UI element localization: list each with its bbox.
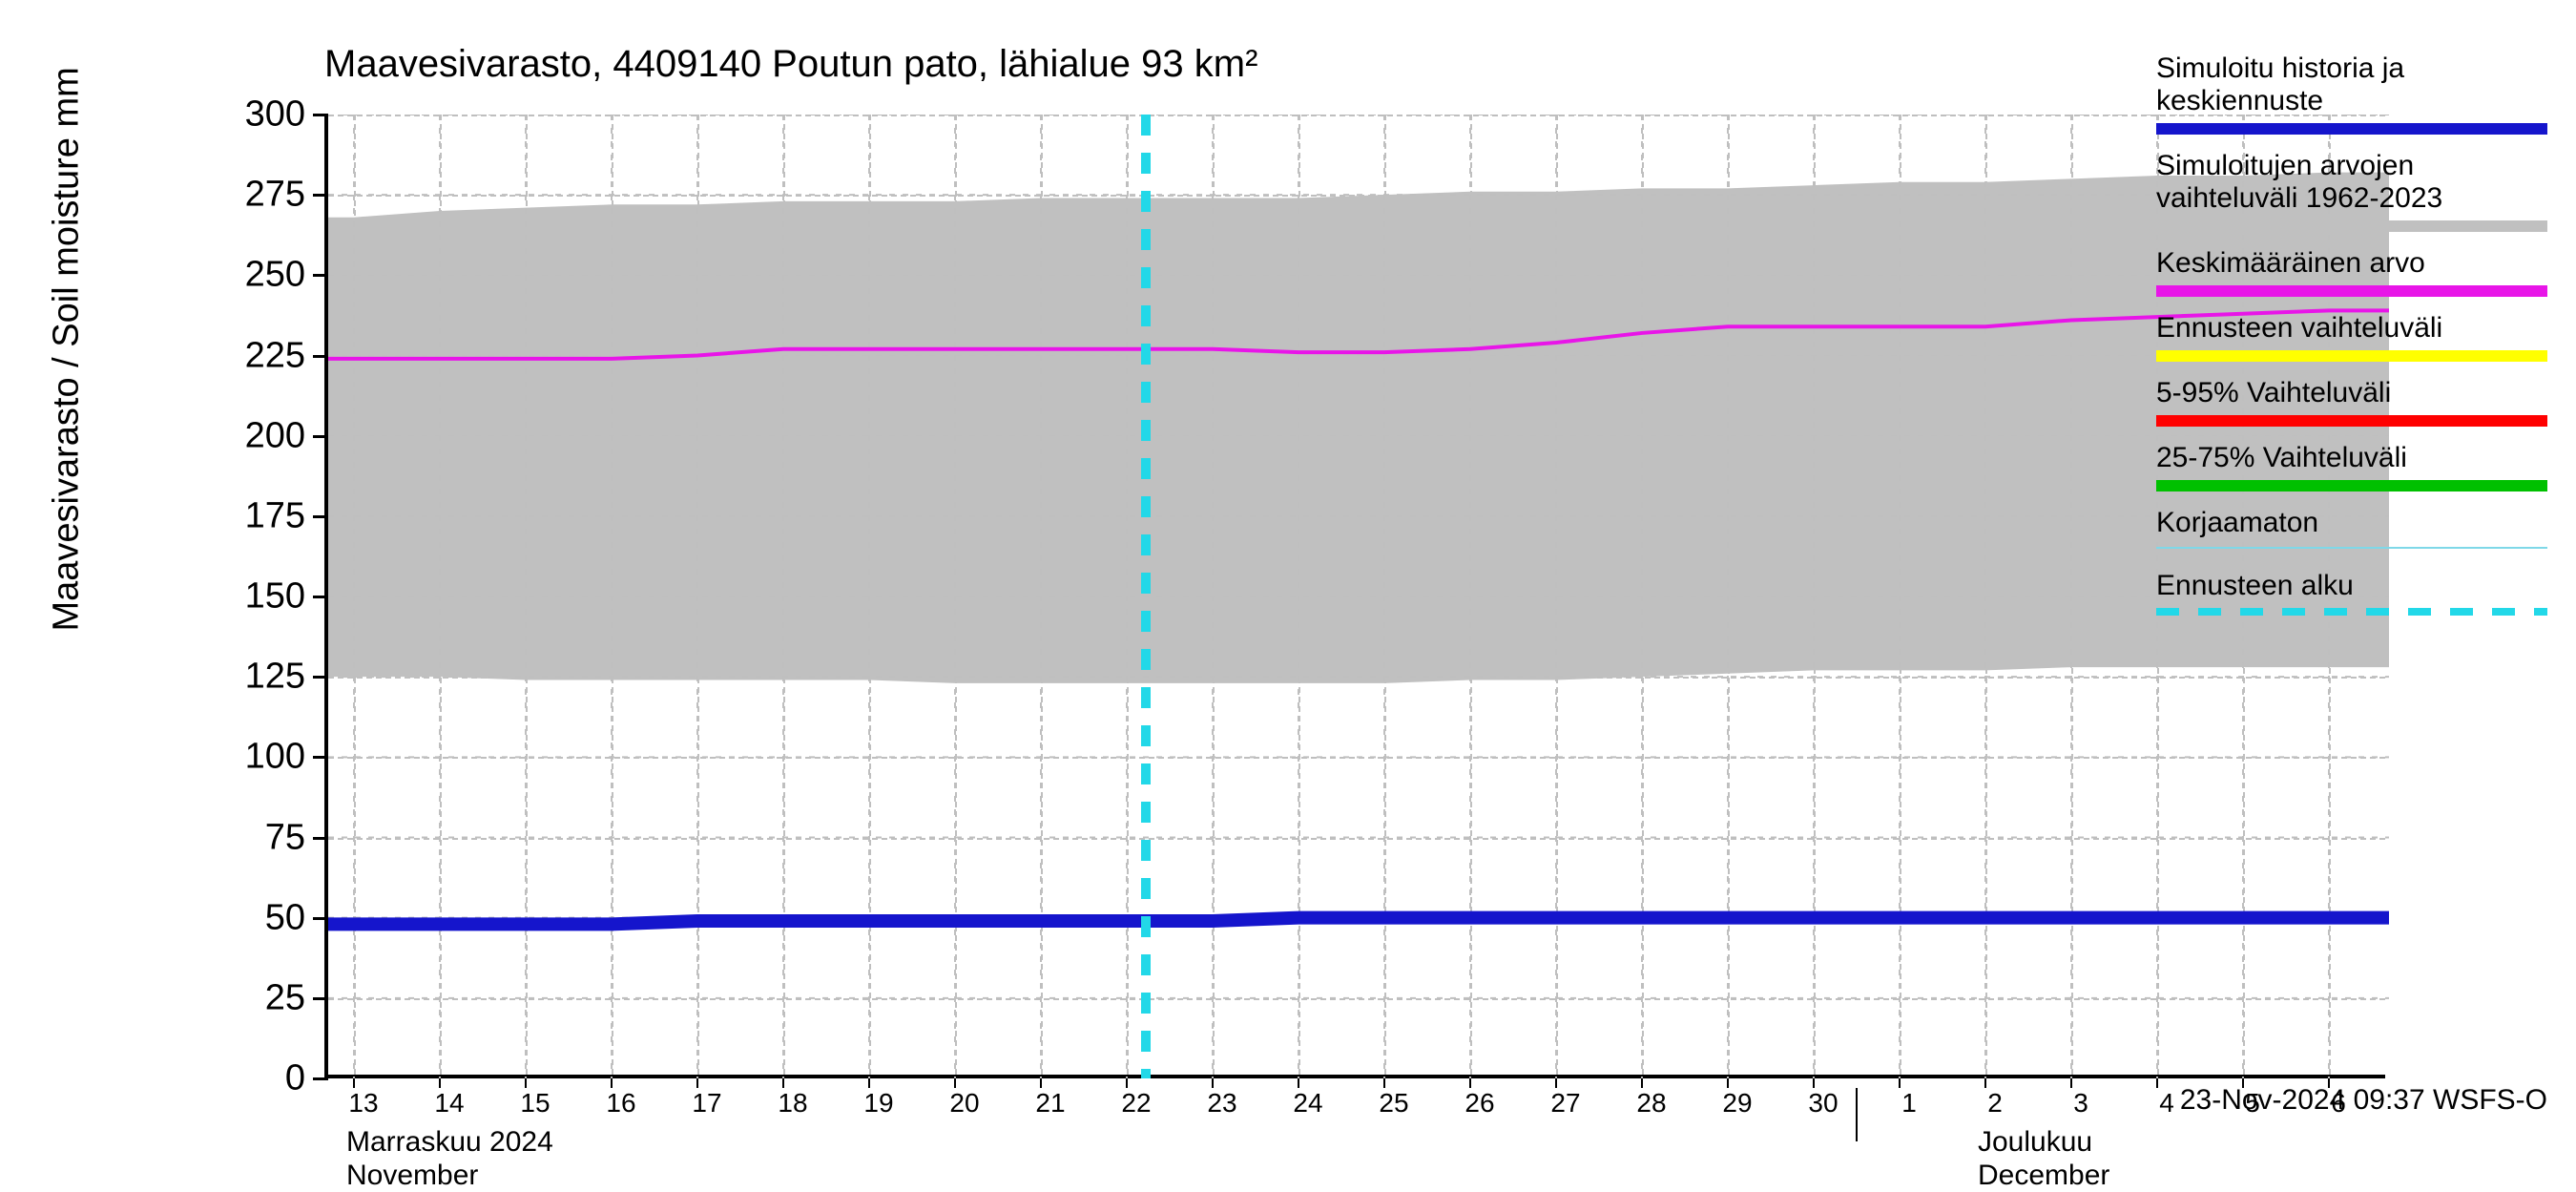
- plot-area: 1314151617181920212223242526272829301234…: [324, 115, 2385, 1078]
- x-tick-label: 30: [1808, 1088, 1838, 1119]
- x-tick-label: 13: [348, 1088, 378, 1119]
- y-tick-label: 0: [191, 1058, 305, 1099]
- x-tick-label: 4: [2159, 1088, 2174, 1119]
- x-tick-label: 20: [949, 1088, 979, 1119]
- y-axis-label: Maavesivarasto / Soil moisture mm: [47, 67, 88, 631]
- y-tick-mark: [313, 756, 328, 759]
- legend-swatch: [2156, 608, 2547, 616]
- legend-label: Simuloitujen arvojen vaihteluväli 1962-2…: [2156, 150, 2557, 215]
- timestamp-label: 23-Nov-2024 09:37 WSFS-O: [2180, 1084, 2547, 1117]
- x-tick-label: 21: [1035, 1088, 1065, 1119]
- x-tick-label: 29: [1722, 1088, 1752, 1119]
- legend-swatch: [2156, 350, 2547, 362]
- y-tick-label: 200: [191, 415, 305, 456]
- y-tick-label: 75: [191, 817, 305, 858]
- legend-label: 5-95% Vaihteluväli: [2156, 377, 2557, 409]
- x-tick-label: 25: [1379, 1088, 1408, 1119]
- y-tick-label: 25: [191, 977, 305, 1018]
- x-tick-label: 16: [606, 1088, 635, 1119]
- y-tick-label: 50: [191, 897, 305, 938]
- y-tick-mark: [313, 997, 328, 1000]
- legend-swatch: [2156, 285, 2547, 297]
- legend-label: Simuloitu historia ja keskiennuste: [2156, 52, 2557, 117]
- y-tick-mark: [313, 355, 328, 358]
- month-label-en: December: [1978, 1160, 2109, 1192]
- y-tick-label: 275: [191, 175, 305, 216]
- x-tick-label: 28: [1636, 1088, 1666, 1119]
- y-tick-mark: [313, 194, 328, 197]
- legend-swatch: [2156, 480, 2547, 491]
- legend-swatch: [2156, 220, 2547, 232]
- x-tick-label: 27: [1550, 1088, 1580, 1119]
- y-tick-mark: [313, 676, 328, 679]
- x-tick-label: 1: [1901, 1088, 1917, 1119]
- month-label-fi: Joulukuu: [1978, 1126, 2092, 1159]
- simulated-line: [328, 918, 2389, 925]
- legend-swatch: [2156, 415, 2547, 427]
- x-tick-label: 23: [1207, 1088, 1236, 1119]
- x-tick-label: 22: [1121, 1088, 1151, 1119]
- y-tick-label: 100: [191, 737, 305, 778]
- y-tick-mark: [313, 274, 328, 277]
- legend-label: Korjaamaton: [2156, 507, 2557, 539]
- y-tick-mark: [313, 917, 328, 920]
- y-tick-mark: [313, 837, 328, 840]
- y-tick-label: 225: [191, 335, 305, 376]
- historical-range-band: [328, 173, 2389, 683]
- y-tick-mark: [313, 515, 328, 518]
- month-label-fi: Marraskuu 2024: [346, 1126, 553, 1159]
- legend-swatch: [2156, 547, 2547, 549]
- month-label-en: November: [346, 1160, 478, 1192]
- x-tick-label: 19: [863, 1088, 893, 1119]
- legend-label: Ennusteen alku: [2156, 570, 2557, 602]
- x-tick-label: 18: [778, 1088, 807, 1119]
- x-tick-label: 24: [1293, 1088, 1322, 1119]
- y-tick-mark: [313, 1077, 328, 1080]
- y-tick-label: 250: [191, 255, 305, 296]
- y-tick-label: 300: [191, 94, 305, 136]
- legend-swatch: [2156, 123, 2547, 135]
- chart-svg: [328, 115, 2389, 1078]
- month-divider: [1856, 1088, 1858, 1141]
- legend-label: 25-75% Vaihteluväli: [2156, 442, 2557, 474]
- y-tick-mark: [313, 114, 328, 116]
- x-tick-label: 26: [1465, 1088, 1494, 1119]
- legend-label: Keskimääräinen arvo: [2156, 247, 2557, 280]
- legend: Simuloitu historia ja keskiennuste Simulo…: [2156, 52, 2557, 631]
- x-tick-label: 15: [520, 1088, 550, 1119]
- x-tick-label: 3: [2073, 1088, 2088, 1119]
- y-tick-mark: [313, 596, 328, 598]
- x-tick-label: 17: [692, 1088, 721, 1119]
- y-tick-label: 125: [191, 657, 305, 698]
- y-tick-label: 175: [191, 495, 305, 536]
- y-tick-mark: [313, 435, 328, 438]
- legend-label: Ennusteen vaihteluväli: [2156, 312, 2557, 345]
- x-tick-label: 2: [1987, 1088, 2003, 1119]
- x-tick-label: 14: [434, 1088, 464, 1119]
- chart-title: Maavesivarasto, 4409140 Poutun pato, läh…: [324, 43, 1257, 86]
- y-tick-label: 150: [191, 576, 305, 617]
